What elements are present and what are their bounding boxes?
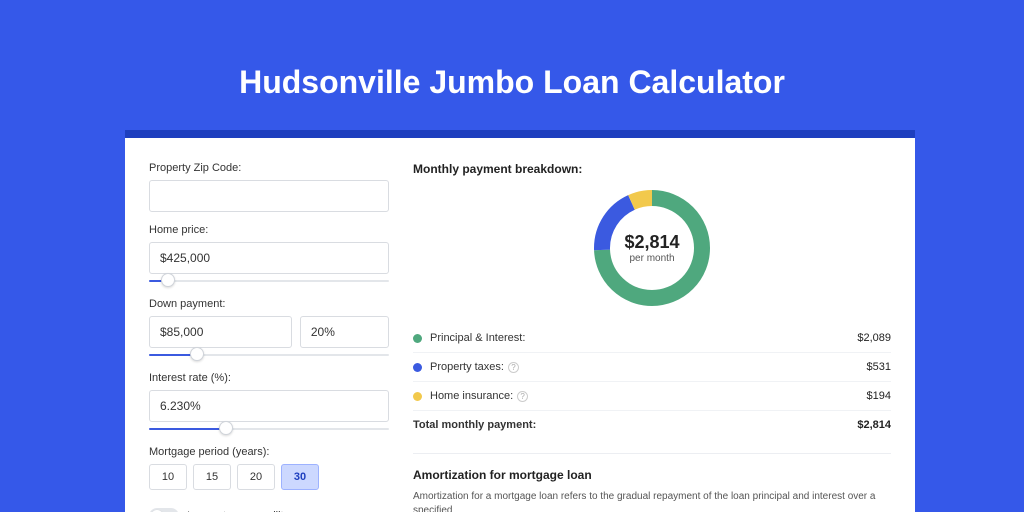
down-percent-input[interactable] <box>300 316 389 348</box>
price-input[interactable] <box>149 242 389 274</box>
zip-input[interactable] <box>149 180 389 212</box>
payment-donut-chart: $2,814 per month <box>590 186 714 310</box>
breakdown-legend: Principal & Interest:$2,089Property taxe… <box>413 324 891 439</box>
legend-dot-icon <box>413 363 422 372</box>
legend-row: Home insurance:?$194 <box>413 381 891 410</box>
amortization-body: Amortization for a mortgage loan refers … <box>413 490 891 512</box>
price-label: Home price: <box>149 224 389 236</box>
price-slider[interactable] <box>149 278 389 286</box>
donut-center-sub: per month <box>629 253 674 264</box>
period-option-20[interactable]: 20 <box>237 464 275 490</box>
legend-value: $2,089 <box>857 332 891 344</box>
legend-label: Principal & Interest: <box>430 332 857 344</box>
amortization-title: Amortization for mortgage loan <box>413 468 891 482</box>
period-segmented: 10152030 <box>149 464 389 490</box>
veteran-toggle[interactable] <box>149 508 179 512</box>
rate-label: Interest rate (%): <box>149 372 389 384</box>
period-option-30[interactable]: 30 <box>281 464 319 490</box>
legend-total-label: Total monthly payment: <box>413 419 857 431</box>
period-label: Mortgage period (years): <box>149 446 389 458</box>
legend-dot-icon <box>413 334 422 343</box>
legend-label: Property taxes:? <box>430 361 867 373</box>
down-amount-input[interactable] <box>149 316 292 348</box>
donut-center-value: $2,814 <box>624 232 679 253</box>
zip-label: Property Zip Code: <box>149 162 389 174</box>
legend-dot-icon <box>413 392 422 401</box>
down-slider[interactable] <box>149 352 389 360</box>
period-option-10[interactable]: 10 <box>149 464 187 490</box>
legend-row: Principal & Interest:$2,089 <box>413 324 891 352</box>
period-option-15[interactable]: 15 <box>193 464 231 490</box>
legend-total-value: $2,814 <box>857 419 891 431</box>
rate-input[interactable] <box>149 390 389 422</box>
legend-row: Property taxes:?$531 <box>413 352 891 381</box>
down-label: Down payment: <box>149 298 389 310</box>
calculator-panel: Property Zip Code: Home price: Down paym… <box>125 130 915 512</box>
page-title: Hudsonville Jumbo Loan Calculator <box>0 64 1024 101</box>
legend-value: $194 <box>867 390 891 402</box>
info-icon[interactable]: ? <box>517 391 528 402</box>
page-background: Hudsonville Jumbo Loan Calculator Proper… <box>0 0 1024 512</box>
legend-total-row: Total monthly payment:$2,814 <box>413 410 891 439</box>
rate-slider[interactable] <box>149 426 389 434</box>
legend-value: $531 <box>867 361 891 373</box>
legend-label: Home insurance:? <box>430 390 867 402</box>
breakdown-title: Monthly payment breakdown: <box>413 162 891 176</box>
amortization-section: Amortization for mortgage loan Amortizat… <box>413 453 891 512</box>
info-icon[interactable]: ? <box>508 362 519 373</box>
breakdown-column: Monthly payment breakdown: $2,814 per mo… <box>413 158 891 492</box>
form-column: Property Zip Code: Home price: Down paym… <box>149 158 389 492</box>
